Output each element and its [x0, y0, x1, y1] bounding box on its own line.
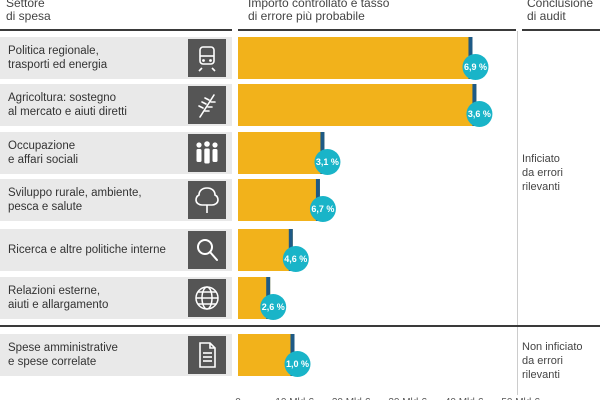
rate-badge: [282, 246, 309, 272]
group-divider: [0, 325, 600, 327]
row-rural-development: Sviluppo rurale, ambiente, pesca e salut…: [0, 179, 232, 221]
header-sector: Settore di spesa: [6, 0, 51, 23]
x-tick-label: 50 Mld €: [501, 397, 540, 400]
row-label: Occupazione e affari sociali: [8, 140, 79, 166]
people-icon: [188, 134, 226, 172]
rate-badge: [314, 149, 341, 175]
x-tick-label: 0: [235, 397, 241, 400]
bar: [238, 179, 320, 221]
header-rule-conclusion: [522, 29, 600, 31]
bar: [238, 334, 295, 376]
row-label: Ricerca e altre politiche interne: [8, 244, 166, 256]
header-rule-sector: [0, 29, 232, 31]
tree-icon: [188, 181, 226, 219]
rate-badge: [260, 294, 287, 320]
conclusion-affected: Inficiato da errori rilevanti: [522, 153, 563, 193]
header-amount: Importo controllato e tasso di errore pi…: [248, 0, 390, 23]
header-conclusion: Conclusione di audit: [527, 0, 594, 23]
wheat-icon: [188, 86, 226, 124]
rate-label: 6,9 %: [464, 62, 487, 72]
row-regional-policy: Politica regionale, trasporti ed energia: [0, 37, 232, 79]
rate-label: 1,0 %: [286, 359, 309, 369]
row-employment: Occupazione e affari sociali: [0, 132, 232, 174]
magnifier-icon: [188, 231, 226, 269]
rate-badge: [284, 351, 311, 377]
rate-label: 3,6 %: [468, 109, 491, 119]
rate-label: 6,7 %: [311, 204, 334, 214]
rate-badge: [462, 54, 489, 80]
bar: [238, 37, 473, 79]
conclusion-column-rule: [517, 31, 518, 395]
bar: [238, 229, 293, 271]
x-tick-label: 10 Mld €: [275, 397, 314, 400]
bar: [238, 132, 325, 174]
row-agriculture: Agricoltura: sostegno al mercato e aiuti…: [0, 84, 232, 126]
row-label: Politica regionale, trasporti ed energia: [8, 45, 108, 71]
row-label: Sviluppo rurale, ambiente, pesca e salut…: [8, 187, 142, 213]
rate-label: 3,1 %: [316, 157, 339, 167]
globe-icon: [188, 279, 226, 317]
row-external-relations: Relazioni esterne, aiuti e allargamento: [0, 277, 232, 319]
x-tick-label: 20 Mld €: [332, 397, 371, 400]
row-label: Agricoltura: sostegno al mercato e aiuti…: [8, 92, 127, 118]
row-label: Spese amministrative e spese correlate: [8, 342, 118, 368]
x-tick-label: 40 Mld €: [445, 397, 484, 400]
rate-label: 2,6 %: [262, 302, 285, 312]
conclusion-not-affected: Non inficiato da errori rilevanti: [522, 341, 583, 381]
bar: [238, 84, 477, 126]
rate-badge: [466, 101, 493, 127]
row-research: Ricerca e altre politiche interne: [0, 229, 232, 271]
rate-label: 4,6 %: [284, 254, 307, 264]
rate-badge: [309, 196, 336, 222]
train-icon: [188, 39, 226, 77]
x-tick-label: 30 Mld €: [388, 397, 427, 400]
document-icon: [188, 336, 226, 374]
header-rule-amount: [238, 29, 516, 31]
row-administrative: Spese amministrative e spese correlate: [0, 334, 232, 376]
row-label: Relazioni esterne, aiuti e allargamento: [8, 285, 109, 311]
